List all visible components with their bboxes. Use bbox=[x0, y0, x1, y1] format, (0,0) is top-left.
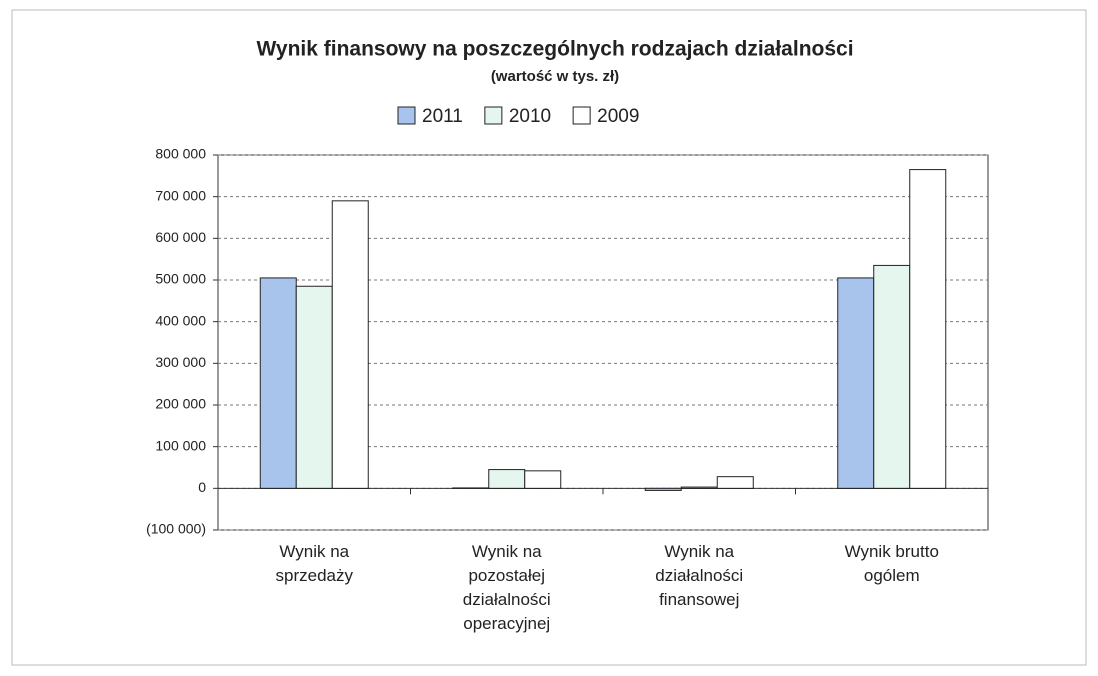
x-tick-label: Wynik na pozostałej działalności operacy… bbox=[462, 542, 551, 633]
bar bbox=[524, 470, 562, 489]
y-tick-label: 700 000 bbox=[155, 187, 206, 203]
y-tick-label: 800 000 bbox=[155, 146, 206, 162]
y-tick-label: (100 000) bbox=[146, 521, 206, 537]
legend-label: 2011 bbox=[422, 106, 463, 127]
y-tick-label: 200 000 bbox=[155, 396, 206, 412]
chart-title: Wynik finansowy na poszczególnych rodzaj… bbox=[256, 38, 853, 61]
bar bbox=[909, 169, 947, 489]
y-tick-label: 400 000 bbox=[155, 312, 206, 328]
bar bbox=[873, 264, 911, 489]
bar bbox=[644, 487, 682, 491]
legend-label: 2010 bbox=[509, 106, 551, 127]
legend-swatch bbox=[484, 106, 503, 125]
y-tick-label: 300 000 bbox=[155, 354, 206, 370]
legend-swatch bbox=[397, 106, 416, 125]
bar bbox=[680, 486, 718, 489]
x-tick-label: Wynik na działalności finansowej bbox=[655, 542, 744, 609]
legend-label: 2009 bbox=[597, 106, 639, 127]
bar bbox=[331, 200, 369, 489]
y-tick-label: 100 000 bbox=[155, 437, 206, 453]
bar bbox=[295, 285, 333, 489]
y-tick-label: 500 000 bbox=[155, 271, 206, 287]
x-tick-label: Wynik na sprzedaży bbox=[275, 542, 353, 585]
y-tick-label: 0 bbox=[198, 479, 206, 495]
x-tick-label: Wynik brutto ogólem bbox=[844, 542, 939, 585]
bar bbox=[488, 469, 526, 489]
chart-subtitle: (wartość w tys. zł) bbox=[491, 68, 619, 85]
bar bbox=[259, 277, 297, 489]
bar bbox=[716, 476, 754, 489]
legend-swatch bbox=[572, 106, 591, 125]
frame bbox=[11, 9, 1087, 666]
y-tick-label: 600 000 bbox=[155, 229, 206, 245]
bar bbox=[837, 277, 875, 489]
